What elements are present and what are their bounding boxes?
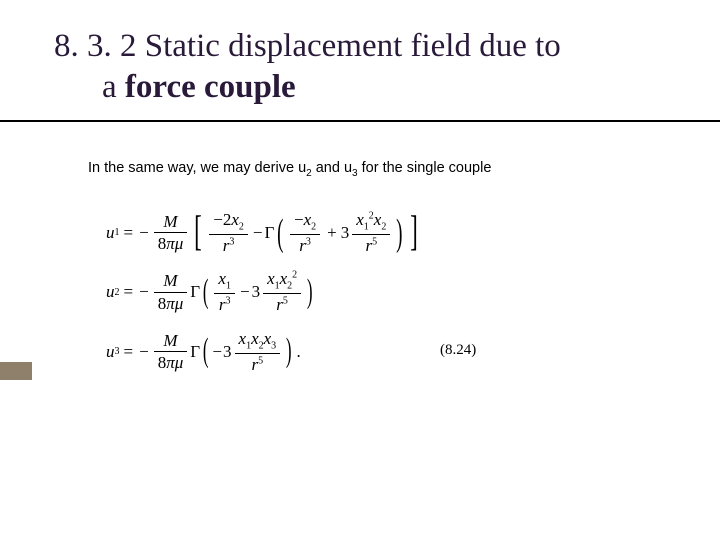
mE: − (212, 342, 222, 362)
lparen3: ( (203, 336, 209, 367)
eq-M: M (163, 212, 177, 231)
xA: x (218, 269, 226, 288)
eq-equals3: = (124, 342, 134, 362)
body-sentence: In the same way, we may derive u2 and u3… (88, 160, 491, 179)
equation-u3: u3 = − M 8πμ Γ ( − 3 x1x2x3 r5 ) . (106, 329, 422, 374)
left-accent-bar (0, 362, 32, 380)
eq-sub1: 1 (115, 227, 120, 238)
M3: M (163, 331, 177, 350)
eq-sub2: 2 (115, 287, 120, 298)
gamma2: Γ (190, 282, 200, 302)
slide-title-line2: a force couple (54, 67, 720, 108)
n3c: 3 (223, 342, 232, 362)
gamma3: Γ (190, 342, 200, 362)
pi3: π (166, 353, 175, 372)
M2: M (163, 271, 177, 290)
equation-number: (8.24) (440, 342, 476, 359)
body-mid: and u (312, 160, 352, 176)
plus: + (327, 223, 337, 243)
equation-u2: u2 = − M 8πμ Γ ( x1 r3 − 3 x1x22 r5 ) (106, 269, 422, 314)
rA: r (219, 295, 226, 314)
body-prefix: In the same way, we may derive u (88, 160, 306, 176)
s1c: 1 (364, 221, 369, 232)
s2: 2 (239, 221, 244, 232)
p3: 3 (229, 236, 234, 247)
xB: x (267, 269, 275, 288)
p3b: 3 (306, 236, 311, 247)
r-bracket: ] (410, 214, 418, 252)
frac-M-8pimu-2: M 8πμ (154, 271, 188, 313)
xD: x (239, 329, 247, 348)
n3b: 3 (252, 282, 261, 302)
eq-u-2: u (106, 282, 115, 302)
mu3: μ (175, 353, 184, 372)
eq-sub3: 3 (115, 346, 120, 357)
title-line2-bold: force couple (125, 69, 296, 105)
sC: 2 (287, 281, 292, 292)
x: x (231, 210, 239, 229)
equation-block: u1 = − M 8πμ [ −2x2 r3 − Γ ( −x2 r3 + 3 … (106, 210, 422, 388)
m: − (213, 210, 223, 229)
lparen: ( (277, 216, 283, 250)
lparen2: ( (203, 277, 209, 308)
frac-x12x2-r5: x12x2 r5 (352, 210, 390, 255)
rB: r (276, 295, 283, 314)
frac-x1x22-r5: x1x22 r5 (263, 269, 301, 314)
mA: − (139, 282, 149, 302)
title-line2-prefix: a (102, 69, 125, 105)
equation-u1: u1 = − M 8πμ [ −2x2 r3 − Γ ( −x2 r3 + 3 … (106, 210, 422, 255)
frac-negx2-r3: −x2 r3 (290, 210, 320, 255)
pi2: π (166, 294, 175, 313)
n3: 3 (341, 223, 350, 243)
title-underline (0, 120, 720, 122)
s2b: 2 (311, 221, 316, 232)
eq-pi: π (166, 234, 175, 253)
sA: 1 (226, 281, 231, 292)
frac-x1x2x3-r5: x1x2x3 r5 (235, 329, 281, 374)
e2: 8 (158, 294, 167, 313)
sF: 3 (271, 340, 276, 351)
r2: r (299, 236, 306, 255)
mD: − (139, 342, 149, 362)
frac-x1-r3: x1 r3 (214, 269, 235, 314)
frac-M-8pimu-3: M 8πμ (154, 331, 188, 373)
slide-title-line1: 8. 3. 2 Static displacement field due to (54, 26, 720, 67)
m2: − (253, 223, 263, 243)
xE: x (251, 329, 259, 348)
x2: x (304, 210, 312, 229)
rparen: ) (396, 216, 402, 250)
pD: 5 (258, 355, 263, 366)
gamma: Γ (265, 223, 275, 243)
m3: − (294, 210, 304, 229)
eq-mu: μ (175, 234, 184, 253)
p5: 5 (372, 236, 377, 247)
frac-M-8pimu: M 8πμ (154, 212, 188, 254)
eq-u: u (106, 223, 115, 243)
e3: 8 (158, 353, 167, 372)
slide-title-block: 8. 3. 2 Static displacement field due to… (0, 0, 720, 109)
body-suffix: for the single couple (358, 160, 492, 176)
pC: 2 (292, 270, 297, 281)
rparen3: ) (286, 336, 292, 367)
eq-8: 8 (158, 234, 167, 253)
eq-u-3: u (106, 342, 115, 362)
eq-equals2: = (124, 282, 134, 302)
frac-neg2x2-r3: −2x2 r3 (209, 210, 248, 255)
s2c: 2 (381, 221, 386, 232)
pA: 3 (226, 296, 231, 307)
mu2: μ (175, 294, 184, 313)
eq-equals: = (124, 223, 134, 243)
rparen2: ) (307, 277, 313, 308)
x3: x (356, 210, 364, 229)
eq-minus: − (139, 223, 149, 243)
pB: 5 (283, 296, 288, 307)
mB: − (240, 282, 250, 302)
period: . (296, 342, 300, 362)
l-bracket: [ (194, 214, 202, 252)
